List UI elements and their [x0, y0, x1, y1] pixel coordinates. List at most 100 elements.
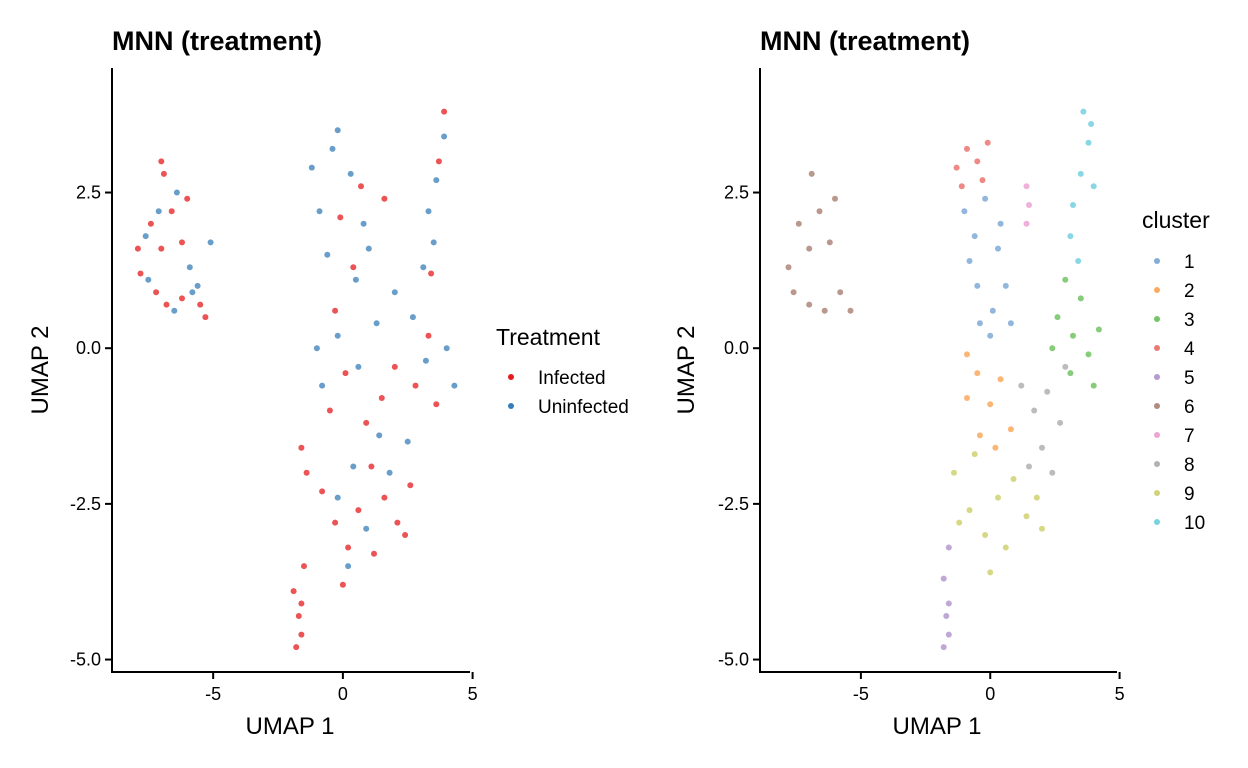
x-tick-label: 5 — [468, 684, 478, 704]
legend-label: 10 — [1184, 513, 1205, 534]
scatter-point — [974, 370, 981, 377]
scatter-point — [145, 276, 152, 283]
scatter-point — [365, 245, 372, 252]
legend-label: 9 — [1184, 484, 1195, 505]
legend-label: 6 — [1184, 397, 1195, 418]
y-axis-title: UMAP 2 — [673, 326, 700, 415]
scatter-point — [1026, 463, 1032, 470]
scatter-point — [1085, 139, 1092, 146]
scatter-point — [371, 550, 377, 557]
scatter-point — [987, 332, 994, 339]
scatter-point — [1088, 121, 1095, 127]
scatter-point — [352, 276, 359, 283]
scatter-point — [179, 239, 185, 246]
scatter-point — [313, 345, 320, 352]
scatter-point — [964, 351, 970, 358]
scatter-point — [1057, 419, 1064, 426]
scatter-point — [386, 469, 393, 476]
scatter-point — [997, 220, 1004, 227]
scatter-point — [409, 314, 416, 321]
scatter-point — [964, 395, 970, 401]
scatter-point — [378, 395, 385, 401]
scatter-point — [158, 158, 165, 165]
scatter-point — [332, 307, 339, 314]
scatter-point — [168, 208, 175, 215]
scatter-point — [334, 332, 341, 339]
legend-key — [1154, 432, 1160, 438]
legend-key — [1154, 345, 1160, 351]
series-9 — [951, 451, 1045, 576]
scatter-point — [391, 289, 398, 296]
series-1 — [961, 195, 1014, 339]
legend-label: 3 — [1184, 310, 1195, 331]
scatter-point — [298, 600, 305, 607]
scatter-point — [1023, 513, 1030, 520]
scatter-point — [940, 644, 947, 651]
legend-key-uninfected — [508, 403, 514, 409]
legend-cluster: cluster 1 2 3 4 5 6 7 8 9 10 — [1142, 207, 1210, 534]
scatter-point — [433, 401, 440, 408]
scatter-point — [332, 519, 339, 526]
scatter-point — [345, 544, 352, 551]
scatter-point — [806, 301, 813, 308]
scatter-point — [826, 239, 833, 246]
y-tick-label: -5.0 — [70, 650, 101, 670]
scatter-point — [995, 245, 1001, 252]
scatter-point — [435, 158, 442, 165]
scatter-point — [1018, 382, 1025, 389]
x-tick-label: 0 — [985, 684, 995, 704]
x-axis-title: UMAP 1 — [893, 713, 982, 740]
scatter-point — [1077, 170, 1084, 177]
scatter-point — [391, 363, 398, 370]
scatter-point — [319, 382, 326, 389]
legend-treatment: Treatment Infected Uninfected — [496, 324, 629, 418]
y-tick-label: -2.5 — [70, 494, 101, 514]
scatter-point — [368, 463, 375, 470]
scatter-point — [964, 145, 970, 152]
scatter-point — [373, 320, 380, 327]
scatter-point — [992, 444, 999, 451]
scatter-point — [982, 195, 989, 202]
legend-title: Treatment — [496, 324, 601, 350]
x-tick-label: -5 — [853, 684, 869, 704]
scatter-point — [402, 532, 409, 538]
legend-key — [1154, 316, 1160, 322]
scatter-point — [971, 451, 978, 458]
scatter-point — [956, 519, 963, 526]
scatter-point — [137, 270, 144, 277]
scatter-point — [303, 469, 310, 476]
scatter-point — [816, 208, 823, 215]
x-tick-label: 5 — [1115, 684, 1125, 704]
scatter-point — [1095, 326, 1102, 333]
scatter-point — [808, 170, 815, 177]
series-5 — [940, 544, 952, 651]
scatter-point — [394, 519, 401, 526]
scatter-point — [443, 345, 450, 352]
scatter-point — [989, 307, 996, 314]
legend-key-infected — [508, 374, 514, 380]
scatter-point — [184, 195, 191, 202]
y-tick-label: 0.0 — [76, 338, 101, 358]
series-10 — [1067, 108, 1097, 264]
scatter-point — [194, 282, 201, 289]
scatter-point — [1070, 332, 1076, 339]
legend-label-infected: Infected — [538, 368, 606, 389]
scatter-point — [1023, 220, 1030, 227]
scatter-point — [360, 220, 367, 227]
scatter-point — [1039, 525, 1045, 532]
scatter-point — [995, 494, 1001, 501]
scatter-point — [953, 164, 960, 171]
y-tick-label: 0.0 — [724, 338, 749, 358]
scatter-point — [1031, 407, 1038, 414]
scatter-point — [945, 544, 952, 551]
scatter-point — [971, 233, 978, 240]
scatter-point — [163, 301, 170, 308]
scatter-points — [134, 108, 458, 651]
scatter-point — [984, 139, 991, 146]
legend-label: 1 — [1184, 252, 1195, 273]
scatter-point — [1075, 258, 1082, 264]
scatter-point — [355, 363, 362, 370]
scatter-point — [345, 563, 352, 570]
scatter-point — [319, 488, 326, 495]
scatter-point — [832, 195, 838, 202]
